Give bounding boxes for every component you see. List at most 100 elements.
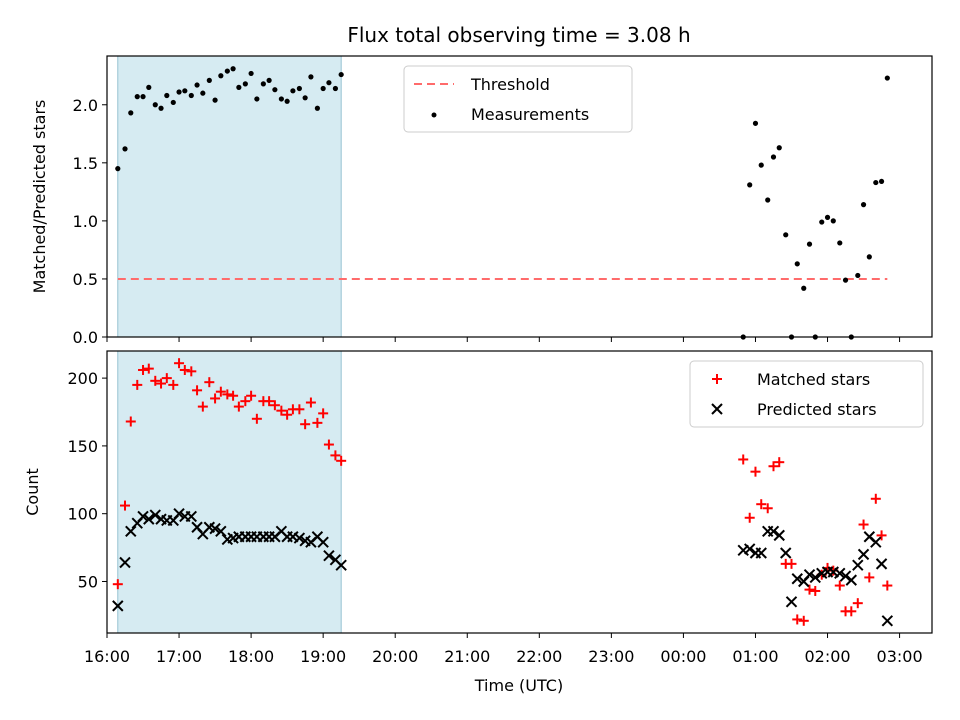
x-tick-label: 02:00 — [804, 647, 850, 666]
predicted-marker-b — [755, 547, 767, 559]
matched-star-point — [810, 585, 821, 596]
predicted-marker-b — [857, 548, 870, 561]
measurement-point — [200, 90, 206, 96]
predicted-star-point — [185, 510, 198, 523]
measurement-point — [182, 88, 188, 94]
predicted-marker-b — [773, 529, 785, 542]
x-tick-label: 03:00 — [877, 647, 923, 666]
bottom-legend: Matched stars Predicted stars — [689, 360, 924, 428]
bottom-legend-box — [689, 360, 924, 428]
predicted-marker-b — [767, 525, 780, 538]
measurement-point — [320, 85, 326, 92]
matched-star-point — [744, 512, 755, 523]
measurement-point — [284, 98, 290, 104]
matched-star-point — [864, 572, 875, 583]
matched-stars-points — [112, 358, 893, 626]
matched-star-point — [318, 408, 329, 419]
measurement-point — [837, 240, 843, 246]
matched-star-point — [174, 358, 185, 369]
chart-title: Flux total observing time = 3.08 h — [347, 23, 690, 47]
matched-star-point — [138, 364, 149, 375]
measurement-point — [332, 85, 339, 92]
matched-star-point — [768, 461, 779, 472]
measurement-point — [776, 145, 782, 151]
predicted-marker-b — [119, 556, 131, 569]
measurement-point — [272, 87, 278, 93]
measurement-point — [830, 218, 836, 224]
matched-star-point — [246, 390, 257, 401]
x-tick-label: 20:00 — [372, 647, 418, 666]
x-tick-label: 16:00 — [84, 647, 130, 666]
predicted-marker-b — [155, 513, 167, 525]
measurement-point — [140, 94, 146, 100]
predicted-star-point — [335, 559, 347, 571]
matched-star-point — [204, 377, 215, 388]
bottom-panel: 50 100 150 200 16:00 17:00 18:00 19:00 20:00 21:… — [23, 350, 933, 695]
legend-matched-label: Matched stars — [757, 370, 870, 389]
matched-star-point — [792, 614, 803, 625]
predicted-marker-b — [275, 525, 288, 538]
measurement-point — [176, 89, 182, 95]
predicted-marker-b — [827, 566, 839, 578]
measurement-point — [170, 99, 176, 106]
matched-star-point — [756, 499, 767, 510]
matched-star-point — [852, 598, 863, 609]
matched-star-point — [786, 558, 797, 569]
measurement-point — [260, 81, 266, 87]
matched-star-point — [112, 579, 123, 590]
measurement-point — [296, 85, 302, 92]
predicted-marker-b — [881, 615, 894, 627]
predicted-star-point — [149, 509, 161, 521]
y-tick-label: 100 — [67, 505, 98, 524]
matched-star-point — [858, 519, 869, 530]
predicted-star-point — [143, 513, 155, 525]
measurement-point — [206, 77, 212, 83]
x-tick-label: 00:00 — [660, 647, 706, 666]
matched-star-point — [762, 503, 773, 514]
predicted-star-point — [857, 548, 870, 561]
matched-star-point — [834, 580, 845, 591]
legend-measurements-label: Measurements — [471, 105, 589, 124]
measurement-point — [194, 82, 200, 88]
predicted-star-point — [209, 522, 221, 535]
matched-star-point — [125, 416, 136, 427]
predicted-marker-b — [335, 559, 347, 571]
measurement-point — [212, 97, 218, 103]
predicted-star-point — [785, 596, 798, 608]
x-tick-label: 18:00 — [228, 647, 274, 666]
measurement-point — [806, 241, 813, 247]
legend-predicted-label: Predicted stars — [757, 400, 877, 419]
predicted-marker-b — [834, 567, 846, 580]
y-tick-label: 0.0 — [73, 328, 98, 347]
measurement-point — [819, 219, 825, 225]
predicted-star-point — [852, 559, 864, 571]
matched-star-point — [120, 500, 131, 511]
predicted-star-point — [173, 507, 185, 520]
measurement-point — [338, 71, 344, 78]
predicted-star-point — [881, 615, 894, 627]
measurement-point — [794, 261, 800, 267]
measurement-point — [266, 77, 272, 83]
predicted-marker-b — [173, 507, 185, 520]
matched-star-point — [300, 419, 311, 430]
measurement-point — [783, 232, 789, 238]
matched-star-point — [336, 455, 347, 466]
matched-star-point — [750, 466, 761, 477]
x-tick-label: 21:00 — [444, 647, 490, 666]
matched-star-point — [215, 386, 226, 397]
measurement-point — [873, 179, 879, 186]
predicted-marker-b — [839, 570, 852, 582]
predicted-marker-b — [870, 536, 882, 548]
top-x-axis-ticks — [106, 337, 901, 342]
y-tick-label: 50 — [78, 572, 98, 591]
predicted-stars-points — [112, 507, 894, 627]
y-tick-label: 0.5 — [73, 270, 98, 289]
x-tick-label: 23:00 — [588, 647, 634, 666]
measurement-point — [224, 68, 230, 74]
predicted-star-point — [803, 568, 816, 581]
measurement-point — [146, 84, 152, 90]
matched-star-point — [143, 363, 154, 374]
measurement-point — [218, 73, 224, 79]
predicted-star-point — [834, 567, 846, 580]
